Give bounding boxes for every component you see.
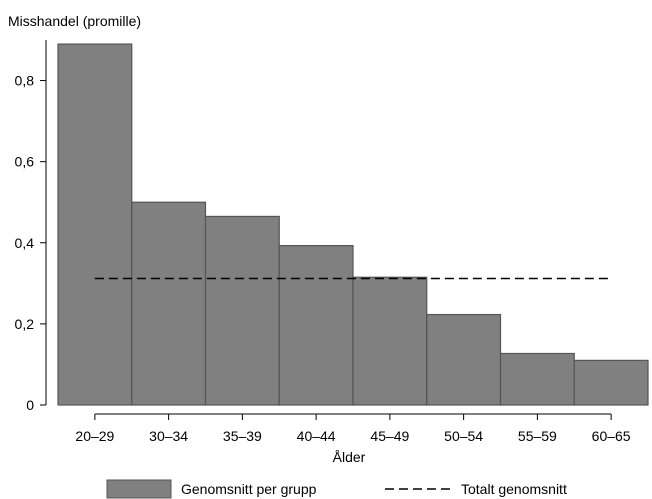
bar-40–44 — [278, 245, 354, 406]
y-tick-label: 0,6 — [15, 154, 35, 170]
x-tick-label: 40–44 — [297, 428, 336, 444]
bar-30–34 — [131, 201, 207, 406]
y-tick-label: 0 — [26, 397, 34, 413]
axes-group — [45, 40, 612, 415]
y-tick-label: 0,8 — [15, 73, 35, 89]
legend-mean-label: Totalt genomsnitt — [461, 481, 567, 497]
y-tick-label: 0,2 — [15, 316, 35, 332]
x-tick-label: 20–29 — [75, 428, 114, 444]
x-tick-label: 60–65 — [592, 428, 631, 444]
bar-50–54 — [426, 313, 502, 406]
y-tick-label: 0,4 — [15, 235, 35, 251]
y-axis-title: Misshandel (promille) — [8, 13, 141, 29]
bar-60–65 — [573, 359, 649, 406]
y-ticks-group: 0 0,2 0,4 0,6 0,8 — [15, 73, 46, 413]
legend-bar-label: Genomsnitt per grupp — [181, 481, 317, 497]
bar-35–39 — [204, 215, 280, 406]
legend: Genomsnitt per grupp Totalt genomsnitt — [106, 479, 567, 499]
x-axis-title: Ålder — [333, 449, 366, 465]
x-tick-label: 45–49 — [370, 428, 409, 444]
bar-55–59 — [499, 352, 575, 406]
x-tick-label: 30–34 — [149, 428, 188, 444]
x-tick-label: 55–59 — [518, 428, 557, 444]
bar-45–49 — [352, 276, 428, 406]
legend-bar-swatch — [106, 479, 172, 499]
x-tick-label: 35–39 — [223, 428, 262, 444]
bars-group — [57, 43, 649, 406]
bar-20–29 — [57, 43, 133, 406]
x-tick-label: 50–54 — [444, 428, 483, 444]
x-ticks-group: 20–29 30–34 35–39 40–44 45–49 50–54 55–59 60–65 — [75, 414, 631, 444]
